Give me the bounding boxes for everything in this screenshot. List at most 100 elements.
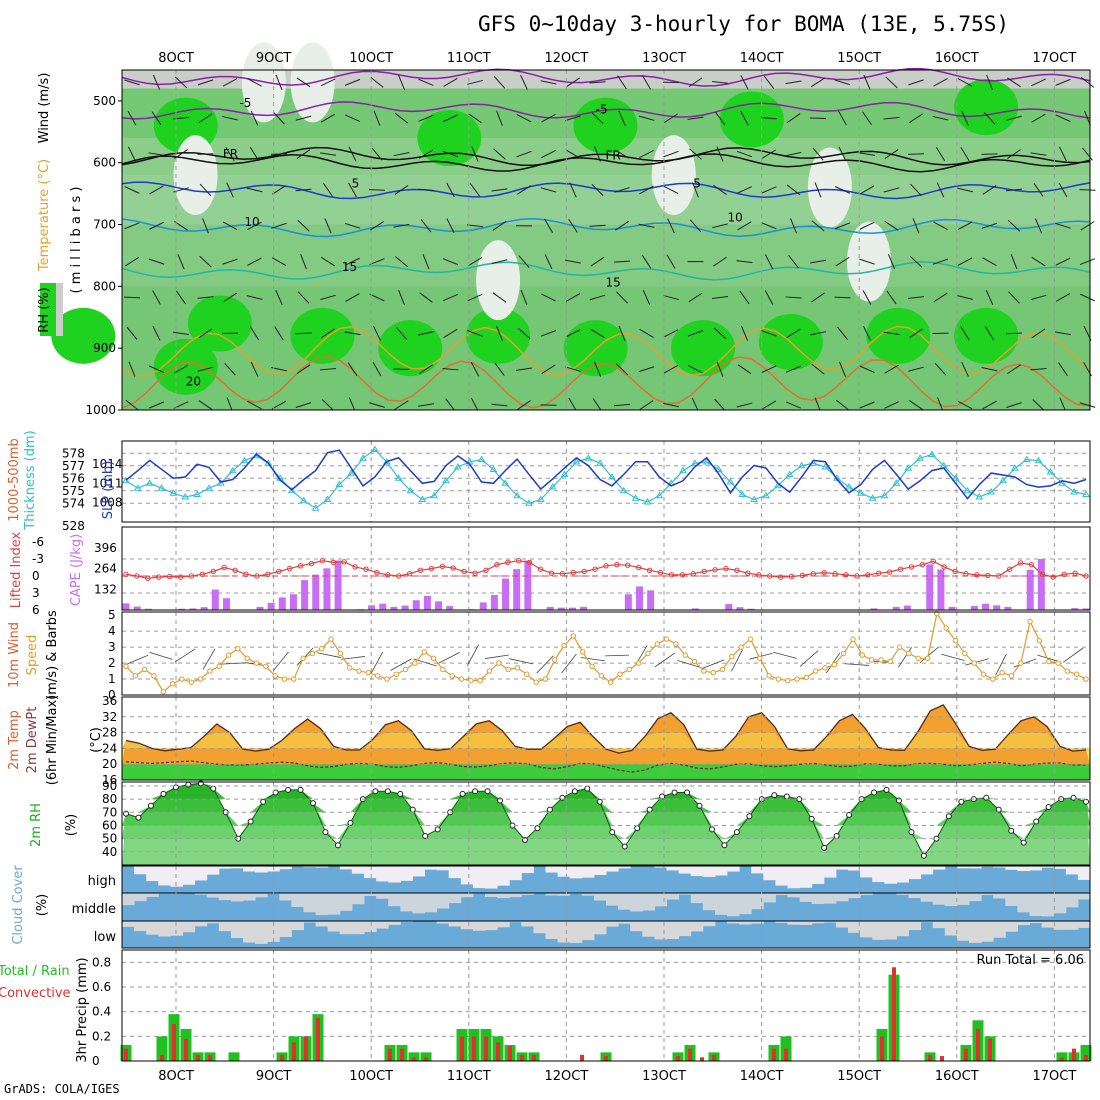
wind-barb [222,78,238,87]
cloud-gap [448,866,462,879]
wind-barb [1007,77,1021,88]
rh-axis-label-2: (%) [64,814,79,837]
cloud-low-label: low [94,930,117,945]
cloud-gap [497,921,510,928]
rh-marker [310,800,317,807]
wind-speed-marker [309,650,316,657]
cloud-gap [436,921,450,924]
wind-barb [442,367,459,371]
thickness-marker [347,469,356,476]
wind-speed-marker [542,676,549,682]
wind-barb [1055,78,1071,86]
wind-barb [124,256,140,267]
wind-barb [736,150,753,158]
wind-barb [887,254,896,270]
rh-marker [384,788,391,795]
wind-speed-marker [701,668,707,674]
lifted-index-marker [1006,566,1013,572]
thickness-marker [477,455,486,462]
wind-speed-marker [943,625,949,631]
wind-barb [394,184,409,195]
lifted-index-marker [166,573,173,580]
wind-barb [933,221,948,231]
cape-bar [1037,558,1045,610]
wind-barb [811,363,825,375]
wind-barb [785,296,802,299]
wind-barb [493,76,506,89]
cloud-gap [702,893,716,911]
wind-barb [713,256,727,267]
cloud-gap [376,893,389,899]
date-label-bottom: 11OCT [447,1069,491,1084]
wind-barb [517,185,531,195]
rh-marker [147,802,154,809]
thickness-marker [548,483,557,490]
rh-tick-label: 40 [102,845,117,859]
wind-barb [443,77,458,87]
wind-barb [638,115,655,121]
lifted-index-marker [374,569,380,576]
lifted-index-marker [854,573,860,579]
wind-speed-marker [1083,676,1089,682]
cloud-gap [848,893,861,899]
wind-barb [908,366,924,372]
cloud-gap [690,893,704,904]
cloud-gap [739,893,752,915]
thickness-marker [311,504,320,511]
wind-barb [909,400,923,410]
surface-wind-barb [919,647,939,664]
wind-barb [418,149,434,159]
lifted-index-marker [886,569,893,575]
wind-axis-label-1: 10m Wind [7,622,22,688]
wind-barb [541,149,556,159]
thickness-tick-label: 574 [62,496,85,510]
wind-barb [272,185,286,195]
wind-barb [1084,110,1091,126]
thickness-marker [536,495,545,502]
precip-convective-bar [940,1056,944,1061]
wind-speed-marker [1018,660,1024,666]
wind-barb [297,291,310,304]
surface-wind-barb [965,658,989,666]
wind-barb [246,187,263,193]
wind-speed-marker [458,676,465,682]
wind-barb [373,325,381,341]
wind-barb [933,292,948,303]
cloud-gap [339,893,353,911]
rh-marker [584,785,591,792]
wind-barb [935,147,946,162]
wind-barb [199,183,212,197]
surface-wind-barb [370,651,384,674]
wind-barb [615,363,629,376]
precip-convective-bar [1072,1048,1076,1061]
lifted-index-marker [385,572,391,578]
wind-barb [809,117,827,119]
wind-speed-marker [263,663,269,669]
wind-barb [344,78,361,86]
rh-dry-area [846,221,891,302]
cloud-gap [593,921,607,935]
lifted-index-marker [996,573,1002,579]
rh-marker [160,790,167,797]
wind-speed-marker [691,658,698,665]
wind-barb [613,403,631,407]
wind-barb [176,290,186,305]
date-label-top: 13OCT [642,51,686,66]
precip-convective-bar [184,1038,188,1061]
rh-moist-area [378,320,443,377]
wind-barb [152,74,161,90]
cloud-gap [751,866,764,874]
cloud-gap [678,866,692,874]
wind-barb [224,362,236,376]
surface-wind-barb [799,650,819,667]
rh-moist-area [417,110,482,166]
precip-convective-bar [772,1048,776,1061]
wind-barb [418,78,434,86]
wind-axis-label-3: (m/s) & Barbs [45,610,60,700]
wind-barb [320,294,336,301]
cape-bar [211,589,219,610]
lifted-index-marker [145,575,151,581]
wind-barb [790,218,797,234]
wind-barb [986,74,993,90]
cloud-gap [448,893,462,904]
